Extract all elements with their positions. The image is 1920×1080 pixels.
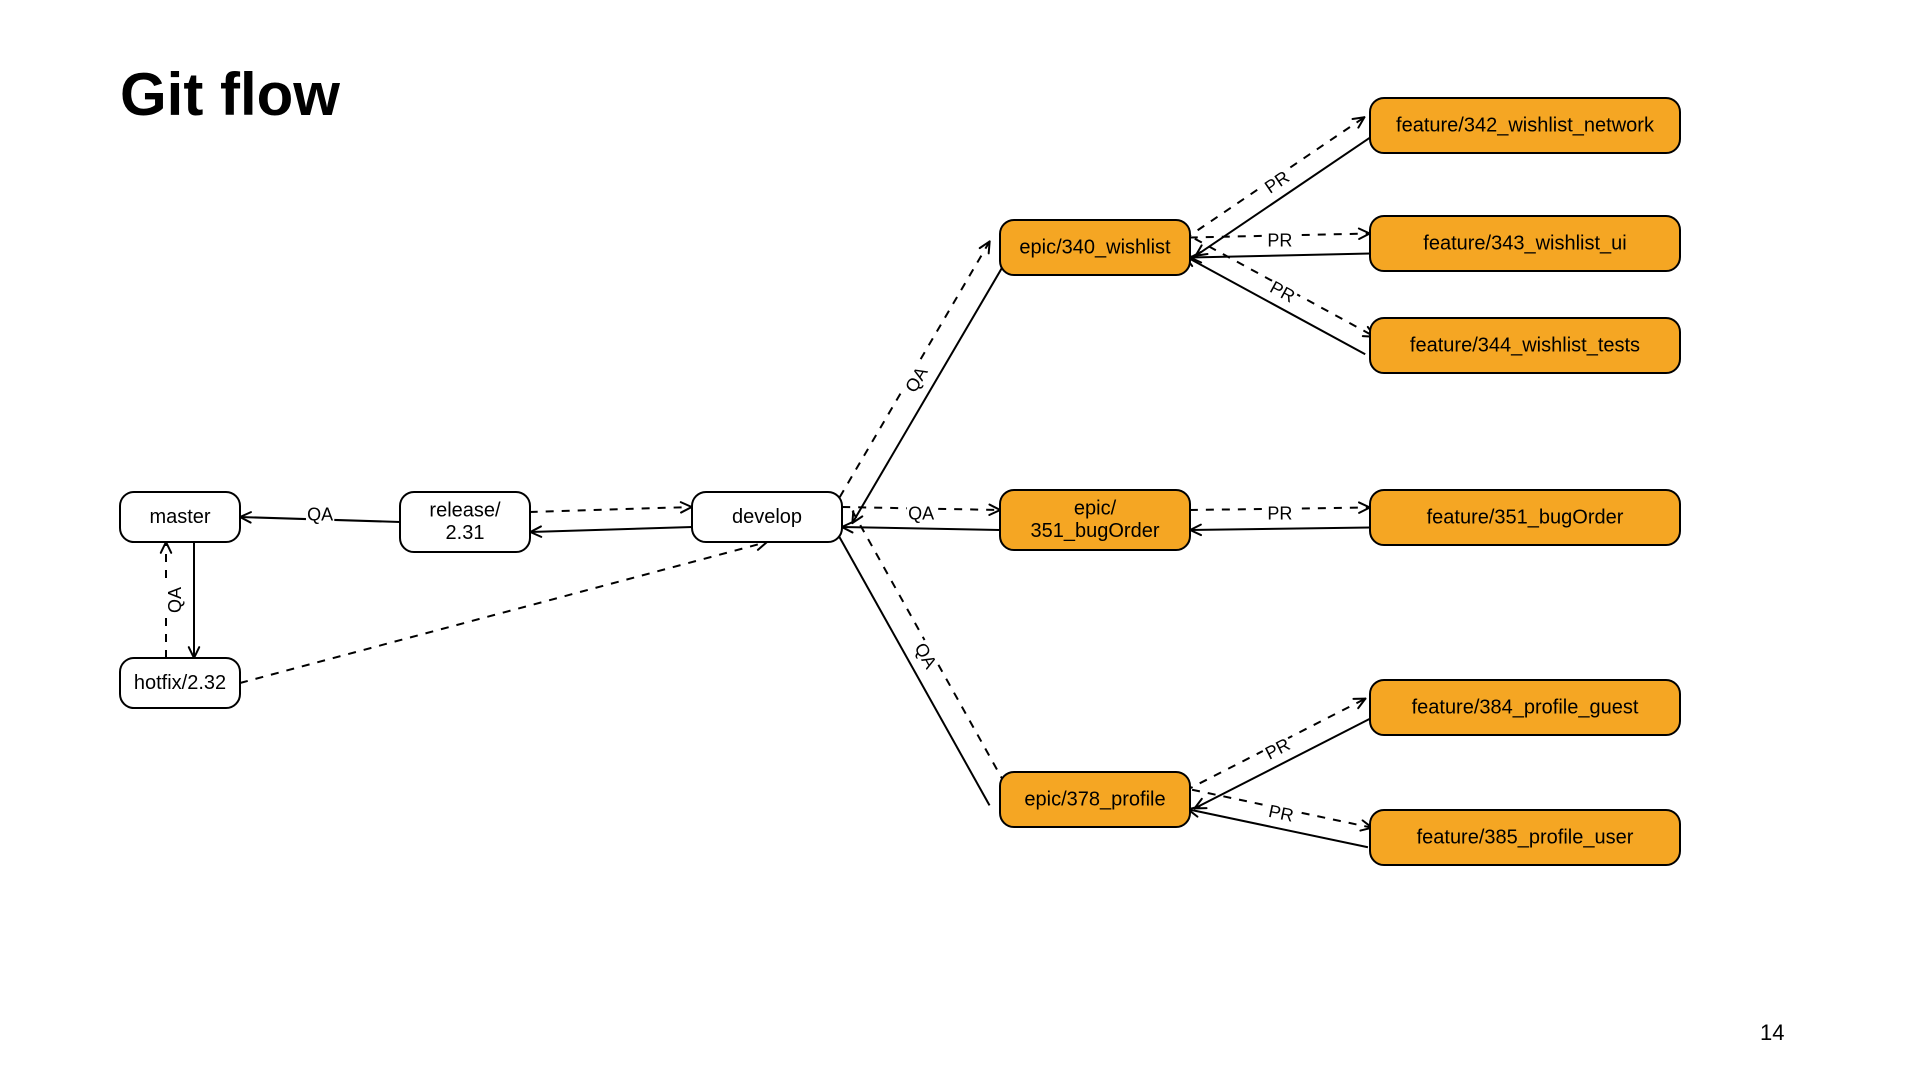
svg-text:PR: PR (1267, 504, 1292, 524)
svg-text:QA: QA (911, 639, 941, 671)
svg-text:PR: PR (1267, 230, 1292, 250)
node-label-release: 2.31 (446, 522, 485, 544)
node-label-f344: feature/344_wishlist_tests (1410, 334, 1640, 356)
node-label-f384: feature/384_profile_guest (1412, 696, 1639, 718)
node-label-epic_wish: epic/340_wishlist (1019, 236, 1171, 258)
node-label-f385: feature/385_profile_user (1417, 826, 1634, 848)
node-label-epic_prof: epic/378_profile (1024, 788, 1165, 810)
node-label-f351: feature/351_bugOrder (1427, 506, 1624, 528)
svg-text:QA: QA (901, 363, 931, 396)
svg-text:QA: QA (307, 504, 333, 524)
svg-text:QA: QA (165, 587, 185, 613)
node-label-f343: feature/343_wishlist_ui (1423, 232, 1626, 254)
node-label-release: release/ (429, 500, 501, 522)
gitflow-diagram: QAQAQAQAQAPRPRPRPRPRPRmasterhotfix/2.32r… (0, 0, 1920, 1080)
node-label-f342: feature/342_wishlist_network (1396, 114, 1655, 136)
node-label-epic_bug: epic/ (1074, 498, 1117, 520)
node-label-develop: develop (732, 506, 802, 528)
svg-text:QA: QA (908, 503, 934, 523)
node-label-epic_bug: 351_bugOrder (1031, 520, 1160, 542)
node-label-master: master (149, 506, 210, 528)
node-label-hotfix: hotfix/2.32 (134, 672, 226, 694)
